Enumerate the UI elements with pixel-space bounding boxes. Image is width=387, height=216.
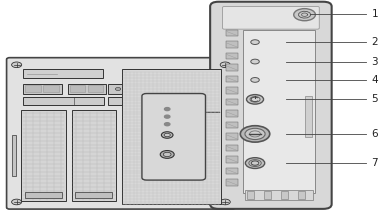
FancyBboxPatch shape [142, 94, 205, 180]
Bar [226, 53, 238, 59]
Bar [25, 85, 41, 92]
Bar [68, 84, 106, 94]
Circle shape [251, 40, 259, 44]
Bar [226, 41, 238, 48]
Bar [23, 97, 104, 105]
Bar [226, 133, 238, 140]
Circle shape [12, 199, 22, 205]
Text: 3: 3 [372, 57, 378, 67]
Bar [226, 64, 238, 71]
Circle shape [245, 158, 265, 168]
Bar [243, 30, 315, 193]
FancyBboxPatch shape [7, 58, 235, 209]
Circle shape [240, 126, 270, 142]
Bar [25, 192, 62, 198]
Circle shape [249, 160, 261, 167]
Bar [12, 135, 16, 176]
Circle shape [220, 199, 230, 205]
FancyBboxPatch shape [210, 2, 332, 209]
Circle shape [161, 132, 173, 138]
Bar [122, 69, 221, 204]
Bar [23, 69, 103, 78]
Circle shape [220, 62, 230, 68]
Bar [226, 76, 238, 83]
Bar [226, 30, 238, 37]
Bar [108, 97, 147, 105]
Bar [226, 122, 238, 129]
Circle shape [164, 133, 170, 137]
Bar [281, 191, 288, 199]
Text: 2: 2 [372, 37, 378, 47]
Circle shape [164, 115, 170, 118]
Bar [108, 84, 147, 94]
Circle shape [12, 62, 22, 68]
Circle shape [164, 108, 170, 111]
Circle shape [245, 128, 265, 140]
Bar [245, 190, 313, 200]
Circle shape [247, 95, 264, 104]
Text: 5: 5 [372, 94, 378, 104]
Circle shape [251, 78, 259, 82]
Bar [226, 145, 238, 151]
Bar [88, 85, 103, 92]
Bar [70, 85, 85, 92]
Bar [305, 96, 312, 137]
Bar [226, 99, 238, 105]
Circle shape [250, 97, 260, 102]
Bar [226, 110, 238, 117]
Text: 4: 4 [372, 75, 378, 85]
Circle shape [294, 9, 315, 21]
Circle shape [115, 87, 121, 91]
Bar [264, 191, 271, 199]
Bar [75, 192, 112, 198]
Bar [247, 191, 254, 199]
Circle shape [250, 131, 260, 137]
Bar [226, 156, 238, 163]
Bar [226, 168, 238, 174]
Text: 1: 1 [372, 9, 378, 19]
Bar [226, 179, 238, 186]
Bar [23, 84, 62, 94]
Circle shape [160, 151, 174, 158]
Bar [226, 87, 238, 94]
Bar [72, 110, 116, 201]
Bar [43, 85, 59, 92]
Bar [21, 110, 66, 201]
Bar [298, 191, 305, 199]
Text: 6: 6 [372, 129, 378, 139]
Circle shape [163, 152, 171, 157]
Circle shape [164, 123, 170, 126]
Circle shape [251, 59, 259, 64]
Text: 7: 7 [372, 158, 378, 168]
FancyBboxPatch shape [223, 6, 319, 29]
